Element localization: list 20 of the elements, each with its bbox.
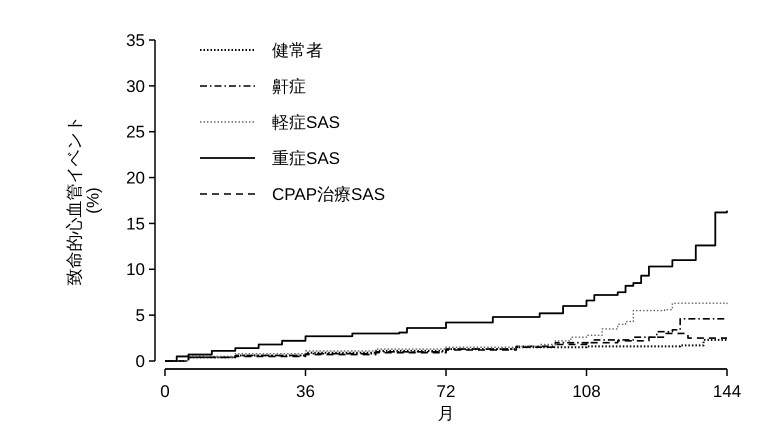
x-tick-label: 108 (572, 382, 601, 401)
legend-label: CPAP治療SAS (272, 184, 386, 204)
x-tick-label: 144 (712, 382, 742, 401)
legend-label: 軽症SAS (272, 112, 340, 132)
y-tick-label: 20 (126, 168, 145, 188)
y-tick-label: 10 (126, 260, 145, 280)
legend-label: 重症SAS (272, 148, 340, 168)
x-tick-label: 0 (160, 382, 170, 401)
y-tick-label: 25 (126, 122, 145, 142)
y-tick-label: 35 (126, 30, 145, 50)
legend-label: 健常者 (272, 40, 323, 60)
legend-label: 鼾症 (272, 76, 306, 96)
y-axis-title: 致命的心血管イベント (%) (65, 116, 103, 286)
y-tick-label: 5 (136, 306, 145, 326)
y-tick-label: 0 (136, 352, 145, 371)
x-tick-label: 72 (436, 382, 456, 401)
y-tick-label: 15 (126, 214, 145, 234)
y-tick-label: 30 (126, 76, 145, 96)
x-axis-title: 月 (438, 404, 454, 423)
x-tick-label: 36 (296, 382, 315, 401)
